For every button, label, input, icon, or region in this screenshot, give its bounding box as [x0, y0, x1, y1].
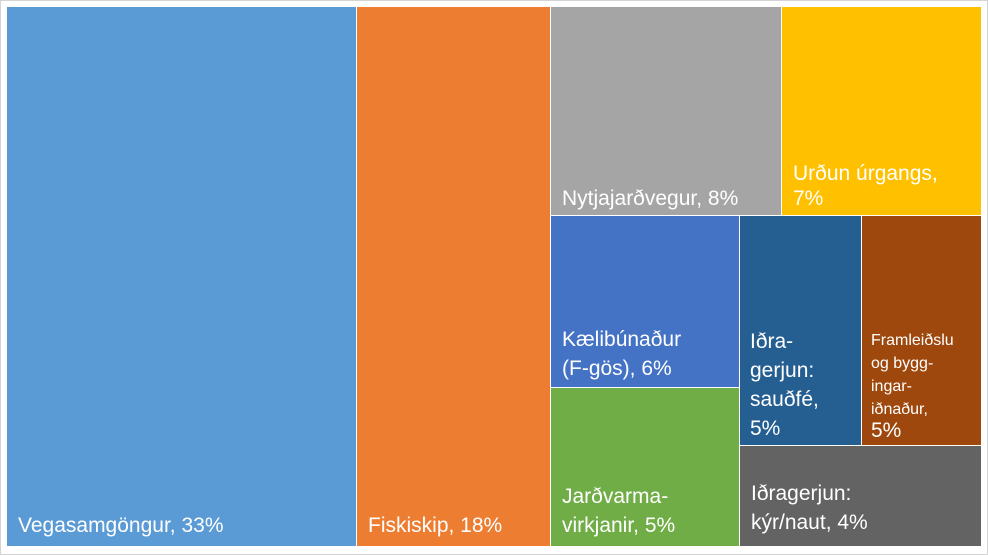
treemap-tile: Kælibúnaður (F-gös), 6% [551, 216, 739, 387]
treemap-rect [862, 216, 981, 445]
treemap-tile: Iðra-gerjun: sauðfé, 5% [740, 216, 861, 445]
treemap-rect [551, 7, 781, 215]
treemap-rect [782, 7, 981, 215]
treemap-label: Framleiðslu [871, 332, 954, 349]
treemap-tile: Fiskiskip, 18% [357, 7, 550, 546]
treemap-tile: Framleiðslu og bygg-ingar-iðnaður,5% [862, 216, 981, 445]
treemap-label: Urðun úrgangs, [793, 162, 938, 185]
treemap-label: gerjun: [750, 359, 814, 382]
treemap-rect [551, 388, 739, 546]
treemap-rect [7, 7, 356, 546]
treemap-label: virkjanir, 5% [562, 514, 675, 537]
treemap-label: Fiskiskip, 18% [368, 514, 502, 537]
treemap-rect [551, 216, 739, 387]
treemap-label: Iðra- [750, 330, 793, 353]
treemap-tile: Vegasamgöngur, 33% [7, 7, 356, 546]
treemap-label: Vegasamgöngur, 33% [18, 514, 224, 537]
treemap-label: iðnaður, [871, 401, 928, 418]
treemap-label: ingar- [871, 378, 912, 395]
treemap-rect [740, 446, 981, 546]
treemap-label: 5% [871, 419, 901, 442]
treemap-rect [740, 216, 861, 445]
treemap-tile: Nytjajarðvegur, 8% [551, 7, 781, 215]
treemap-label: 7% [793, 187, 823, 210]
treemap-label: Kælibúnaður [562, 328, 681, 351]
treemap-rect [357, 7, 550, 546]
treemap-label: Nytjajarðvegur, 8% [562, 187, 738, 210]
treemap-tile: Urðun úrgangs,7% [782, 7, 981, 215]
treemap-label: sauðfé, [750, 388, 819, 411]
treemap-label: (F-gös), 6% [562, 357, 672, 380]
treemap-label: og bygg- [871, 355, 933, 372]
treemap-label: Jarðvarma- [562, 485, 668, 508]
treemap-tile: Iðragerjun: kýr/naut, 4% [740, 446, 981, 546]
treemap-tile: Jarðvarma-virkjanir, 5% [551, 388, 739, 546]
treemap-label: Iðragerjun: [751, 482, 851, 505]
treemap-label: 5% [750, 417, 780, 440]
treemap-label: kýr/naut, 4% [751, 511, 868, 534]
